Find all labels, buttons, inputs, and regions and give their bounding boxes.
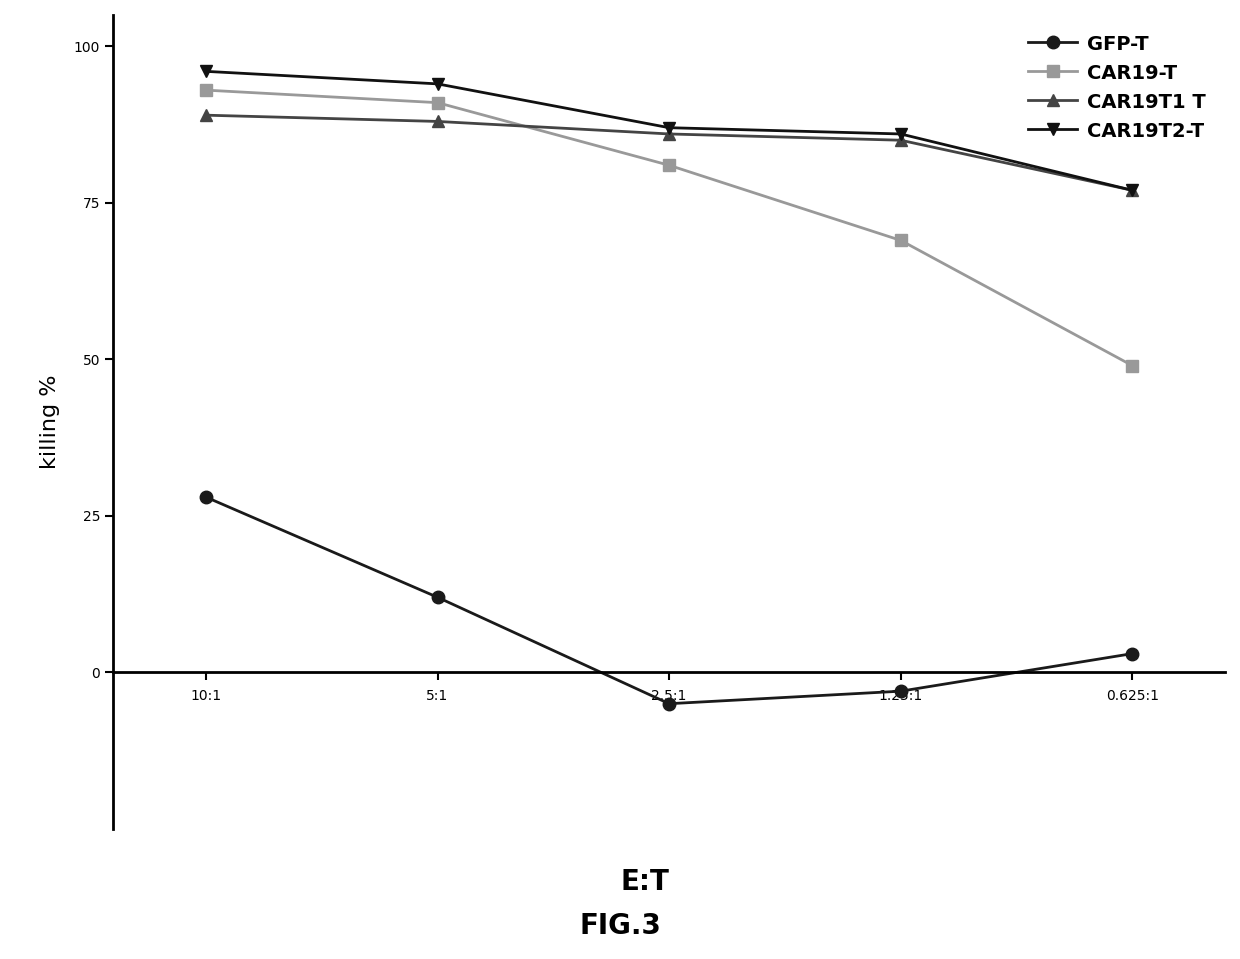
Y-axis label: killing %: killing % [40,375,60,469]
CAR19T1 T [662,129,677,140]
CAR19T2-T [893,129,908,140]
CAR19T1 T [1125,184,1140,196]
Line: CAR19T2-T: CAR19T2-T [200,65,1138,197]
Legend: GFP-T, CAR19-T, CAR19T1 T, CAR19T2-T: GFP-T, CAR19-T, CAR19T1 T, CAR19T2-T [1019,25,1215,151]
CAR19T2-T [1125,184,1140,196]
Text: FIG.3: FIG.3 [579,912,661,940]
CAR19T1 T [198,109,213,121]
Line: GFP-T: GFP-T [200,491,1138,710]
CAR19-T [662,159,677,171]
CAR19-T [430,97,445,108]
CAR19-T [198,84,213,96]
GFP-T [198,491,213,503]
Line: CAR19-T: CAR19-T [200,83,1138,372]
GFP-T [430,592,445,603]
CAR19T2-T [430,78,445,89]
CAR19T1 T [430,116,445,128]
Line: CAR19T1 T: CAR19T1 T [200,109,1138,197]
CAR19T2-T [198,65,213,77]
CAR19T1 T [893,134,908,146]
CAR19-T [1125,360,1140,371]
CAR19-T [893,235,908,246]
CAR19T2-T [662,122,677,133]
GFP-T [662,698,677,710]
GFP-T [893,686,908,697]
Text: E:T: E:T [620,868,670,897]
GFP-T [1125,648,1140,660]
